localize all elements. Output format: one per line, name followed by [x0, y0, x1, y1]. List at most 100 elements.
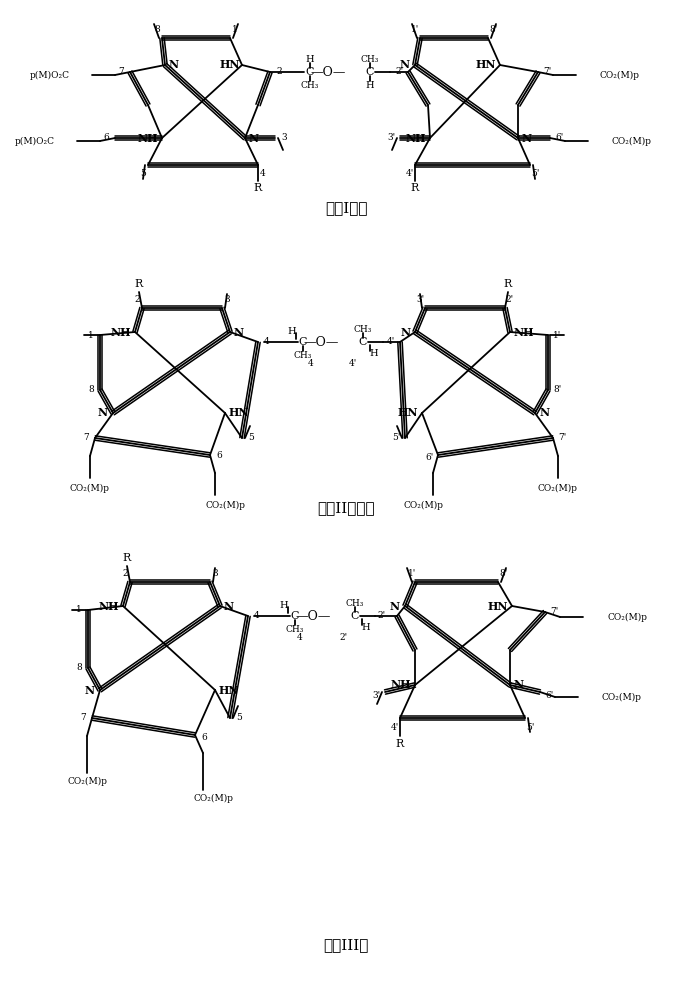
Text: CO₂(M)p: CO₂(M)p — [67, 776, 107, 786]
Text: 5: 5 — [236, 714, 242, 722]
Text: HN: HN — [476, 60, 496, 70]
Text: 2: 2 — [276, 68, 282, 77]
Text: N: N — [85, 684, 95, 696]
Text: N: N — [540, 408, 550, 418]
Text: 3: 3 — [212, 570, 218, 578]
Text: CO₂(M)p: CO₂(M)p — [70, 483, 110, 493]
Text: N: N — [169, 60, 179, 70]
Text: CO₂(M)p: CO₂(M)p — [538, 483, 578, 493]
Text: N: N — [234, 326, 244, 338]
Text: 4: 4 — [297, 634, 303, 643]
Text: C: C — [299, 337, 307, 347]
Text: 8': 8' — [499, 570, 507, 578]
Text: 5': 5' — [531, 169, 539, 178]
Text: CO₂(M)p: CO₂(M)p — [193, 793, 233, 803]
Text: 1: 1 — [76, 605, 82, 614]
Text: p(M)O₂C: p(M)O₂C — [15, 136, 55, 146]
Text: 2: 2 — [134, 296, 140, 304]
Text: N: N — [224, 600, 234, 611]
Text: 4': 4' — [387, 338, 395, 347]
Text: C: C — [366, 67, 374, 77]
Text: 1': 1' — [408, 570, 416, 578]
Text: H: H — [306, 55, 314, 64]
Text: CH₃: CH₃ — [286, 624, 304, 634]
Text: 7: 7 — [80, 714, 86, 722]
Text: 8': 8' — [553, 385, 561, 394]
Text: 2': 2' — [395, 68, 403, 77]
Text: HN: HN — [229, 408, 249, 418]
Text: R: R — [135, 279, 143, 289]
Text: CO₂(M)p: CO₂(M)p — [607, 612, 647, 622]
Text: R: R — [504, 279, 512, 289]
Text: NH: NH — [111, 326, 131, 338]
Text: R: R — [254, 183, 262, 193]
Text: CO₂(M)p: CO₂(M)p — [600, 70, 640, 80]
Text: 8: 8 — [88, 385, 94, 394]
Text: CO₂(M)p: CO₂(M)p — [602, 692, 642, 702]
Text: 1': 1' — [411, 25, 419, 34]
Text: C: C — [306, 67, 314, 77]
Text: 5: 5 — [248, 434, 254, 442]
Text: 4': 4' — [406, 169, 414, 178]
Text: CO₂(M)p: CO₂(M)p — [205, 500, 245, 510]
Text: N: N — [400, 60, 410, 70]
Text: NH: NH — [138, 132, 158, 143]
Text: —O—: —O— — [303, 336, 338, 349]
Text: 4': 4' — [391, 722, 399, 732]
Text: CH₃: CH₃ — [354, 324, 372, 334]
Text: 6: 6 — [103, 133, 109, 142]
Text: NH: NH — [406, 132, 426, 143]
Text: N: N — [390, 600, 400, 611]
Text: 4: 4 — [254, 611, 260, 620]
Text: 8: 8 — [154, 25, 160, 34]
Text: 式（III）: 式（III） — [323, 938, 369, 952]
Text: —O—: —O— — [310, 66, 346, 79]
Text: p(M)O₂C: p(M)O₂C — [30, 70, 70, 80]
Text: 2: 2 — [122, 570, 128, 578]
Text: 2': 2' — [339, 634, 347, 643]
Text: H: H — [370, 349, 379, 358]
Text: CO₂(M)p: CO₂(M)p — [403, 500, 443, 510]
Text: 2': 2' — [378, 611, 386, 620]
Text: 7': 7' — [558, 434, 566, 442]
Text: CH₃: CH₃ — [346, 598, 364, 607]
Text: 5': 5' — [392, 434, 400, 442]
Text: HN: HN — [488, 600, 508, 611]
Text: NH: NH — [513, 326, 534, 338]
Text: R: R — [123, 553, 131, 563]
Text: H: H — [365, 81, 374, 90]
Text: CH₃: CH₃ — [301, 81, 319, 90]
Text: 3: 3 — [224, 296, 230, 304]
Text: HN: HN — [220, 60, 240, 70]
Text: 1: 1 — [232, 25, 238, 34]
Text: C: C — [358, 337, 367, 347]
Text: 5': 5' — [526, 722, 534, 732]
Text: 1: 1 — [88, 330, 94, 340]
Text: 4: 4 — [308, 360, 314, 368]
Text: 7': 7' — [550, 607, 558, 616]
Text: R: R — [396, 739, 404, 749]
Text: 6': 6' — [425, 454, 433, 462]
Text: 4': 4' — [349, 360, 357, 368]
Text: HN: HN — [398, 408, 418, 418]
Text: CH₃: CH₃ — [294, 351, 312, 360]
Text: 6': 6' — [555, 133, 563, 142]
Text: 8': 8' — [489, 25, 497, 34]
Text: 6: 6 — [201, 734, 207, 742]
Text: 3': 3' — [372, 690, 380, 700]
Text: N: N — [401, 326, 411, 338]
Text: 6': 6' — [545, 690, 553, 700]
Text: 3': 3' — [416, 296, 424, 304]
Text: H: H — [288, 326, 296, 336]
Text: 5: 5 — [140, 169, 146, 178]
Text: NH: NH — [391, 680, 411, 690]
Text: 8: 8 — [76, 664, 82, 672]
Text: N: N — [98, 408, 108, 418]
Text: 7: 7 — [83, 434, 89, 442]
Text: C: C — [351, 611, 359, 621]
Text: H: H — [362, 622, 370, 632]
Text: R: R — [411, 183, 419, 193]
Text: 式（I），: 式（I）， — [325, 201, 367, 215]
Text: —O—: —O— — [295, 609, 331, 622]
Text: 1': 1' — [553, 330, 561, 340]
